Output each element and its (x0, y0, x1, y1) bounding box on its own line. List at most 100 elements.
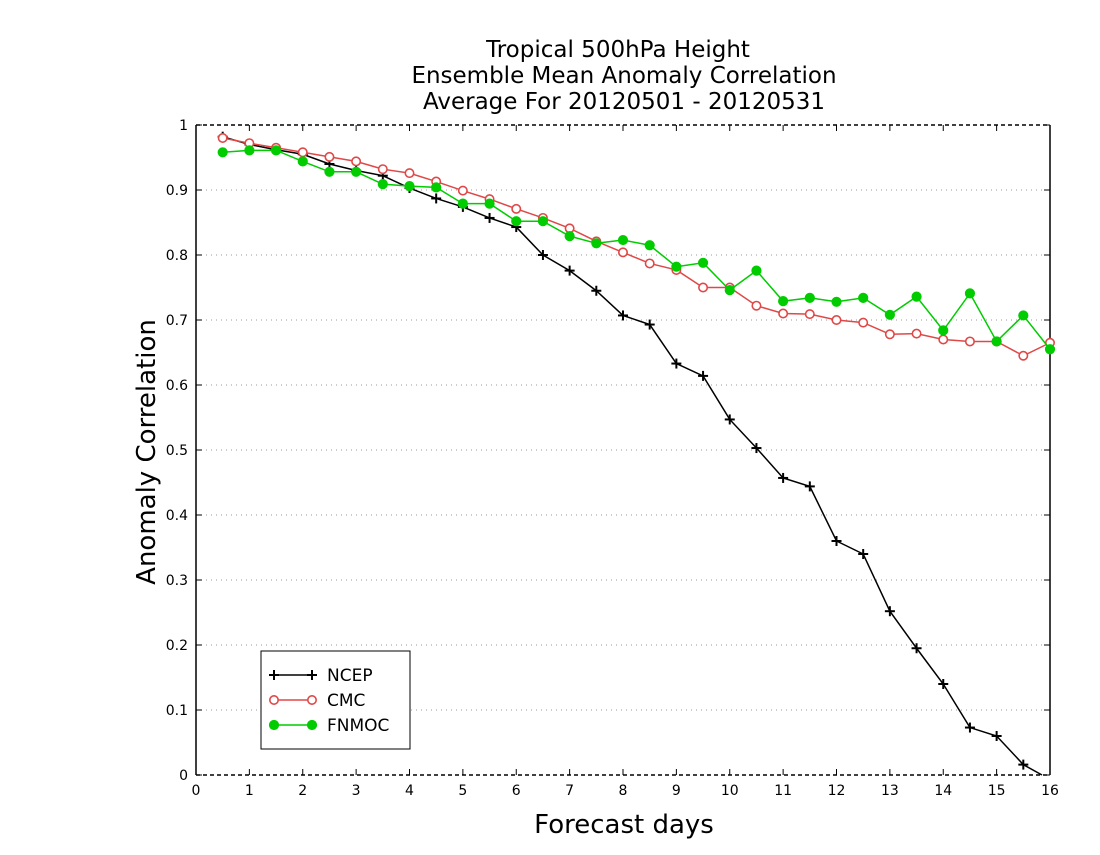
x-tick-label: 1 (245, 783, 254, 799)
data-point-ncep (858, 549, 869, 559)
x-tick-label: 12 (828, 783, 846, 799)
data-point-cmc (644, 258, 655, 269)
data-point-cmc (911, 328, 922, 339)
data-point-cmc (884, 329, 895, 340)
data-point-fnmoc (537, 216, 549, 227)
y-tick-label: 0.6 (166, 378, 188, 394)
chart-title: Tropical 500hPa Height Ensemble Mean Ano… (411, 37, 836, 115)
legend-label-ncep: NCEP (327, 666, 373, 686)
y-tick-labels: 0 0.1 0.2 0.3 0.4 0.5 0.6 0.7 0.8 0.9 1 (166, 118, 188, 784)
data-point-fnmoc (1018, 310, 1029, 321)
data-point-ncep (484, 212, 495, 223)
axes (195, 124, 1051, 776)
y-tick-label: 0.7 (166, 313, 188, 329)
data-point-cmc (698, 282, 709, 293)
data-point-fnmoc (591, 238, 602, 249)
x-tick-label: 2 (298, 783, 307, 799)
data-point-fnmoc (991, 336, 1002, 347)
data-point-ncep (564, 265, 575, 276)
legend-marker-cmc (268, 694, 279, 705)
y-tick-label: 0.4 (166, 508, 188, 524)
x-tick-labels: 0 1 2 3 4 5 6 7 8 9 10 11 12 13 14 15 16 (192, 783, 1059, 799)
grid-lines (196, 189, 1050, 711)
data-point-ncep (751, 443, 762, 454)
legend-marker-fnmoc (268, 719, 280, 731)
data-point-fnmoc (484, 198, 495, 209)
data-point-fnmoc (644, 240, 655, 251)
data-point-cmc (1018, 350, 1029, 361)
data-point-ncep (724, 414, 735, 425)
x-tick-label: 14 (934, 783, 952, 799)
y-tick-label: 0.3 (166, 573, 188, 589)
data-point-fnmoc (831, 296, 842, 307)
data-point-ncep (911, 643, 922, 654)
legend-marker-cmc (306, 694, 317, 705)
data-point-cmc (217, 133, 228, 144)
y-tick-label: 0.2 (166, 638, 188, 654)
data-point-fnmoc (858, 292, 869, 303)
legend-item-cmc: CMC (268, 691, 365, 711)
data-point-fnmoc (244, 145, 255, 156)
data-point-ncep (1018, 759, 1029, 770)
x-tick-label: 13 (881, 783, 899, 799)
data-point-ncep (618, 310, 628, 321)
data-point-fnmoc (404, 181, 415, 192)
data-point-cmc (751, 300, 762, 311)
data-point-cmc (964, 336, 975, 347)
data-point-fnmoc (1044, 344, 1056, 355)
x-tick-label: 10 (721, 783, 739, 799)
data-point-cmc (351, 156, 362, 167)
data-point-fnmoc (617, 234, 629, 246)
legend-marker-ncep (269, 670, 279, 680)
data-point-cmc (377, 164, 388, 175)
y-tick-label: 0.8 (166, 248, 188, 264)
x-tick-label: 6 (512, 783, 521, 799)
data-point-cmc (617, 247, 628, 258)
data-point-fnmoc (270, 145, 282, 156)
y-tick-label: 0 (179, 768, 188, 784)
series-lines (217, 131, 1056, 776)
data-point-fnmoc (751, 265, 762, 276)
data-point-cmc (831, 314, 842, 325)
data-point-fnmoc (724, 285, 735, 296)
legend-marker-fnmoc (306, 719, 318, 731)
data-point-fnmoc (351, 166, 362, 177)
title-line-2: Ensemble Mean Anomaly Correlation (411, 63, 836, 89)
data-point-fnmoc (884, 309, 895, 320)
data-point-fnmoc (324, 166, 335, 177)
legend-label-fnmoc: FNMOC (327, 716, 389, 736)
data-point-cmc (804, 309, 815, 320)
x-tick-label: 7 (565, 783, 574, 799)
data-point-fnmoc (217, 147, 228, 158)
data-point-ncep (431, 193, 442, 204)
data-point-cmc (324, 151, 335, 162)
legend-marker-ncep (307, 670, 317, 680)
data-point-ncep (884, 606, 895, 617)
data-point-ncep (964, 722, 975, 733)
title-line-3: Average For 20120501 - 20120531 (423, 89, 825, 115)
data-point-ncep (804, 481, 815, 492)
series-line-cmc (222, 137, 1051, 357)
legend-item-ncep: NCEP (269, 666, 373, 686)
y-tick-label: 1 (179, 118, 188, 134)
x-tick-label: 5 (458, 783, 467, 799)
title-line-1: Tropical 500hPa Height (485, 37, 750, 63)
x-tick-label: 16 (1041, 783, 1059, 799)
data-point-fnmoc (911, 291, 922, 302)
y-tick-label: 0.1 (166, 703, 188, 719)
data-point-cmc (404, 168, 415, 179)
x-tick-label: 11 (774, 783, 792, 799)
data-point-cmc (938, 334, 949, 345)
data-point-fnmoc (511, 216, 522, 227)
data-point-fnmoc (778, 296, 789, 307)
data-point-fnmoc (671, 261, 682, 272)
data-point-fnmoc (964, 288, 976, 299)
data-point-fnmoc (431, 182, 442, 193)
x-tick-label: 0 (192, 783, 201, 799)
data-point-cmc (457, 185, 468, 196)
data-point-fnmoc (457, 198, 468, 209)
data-point-ncep (591, 285, 602, 296)
x-axis-title: Forecast days (534, 810, 714, 840)
